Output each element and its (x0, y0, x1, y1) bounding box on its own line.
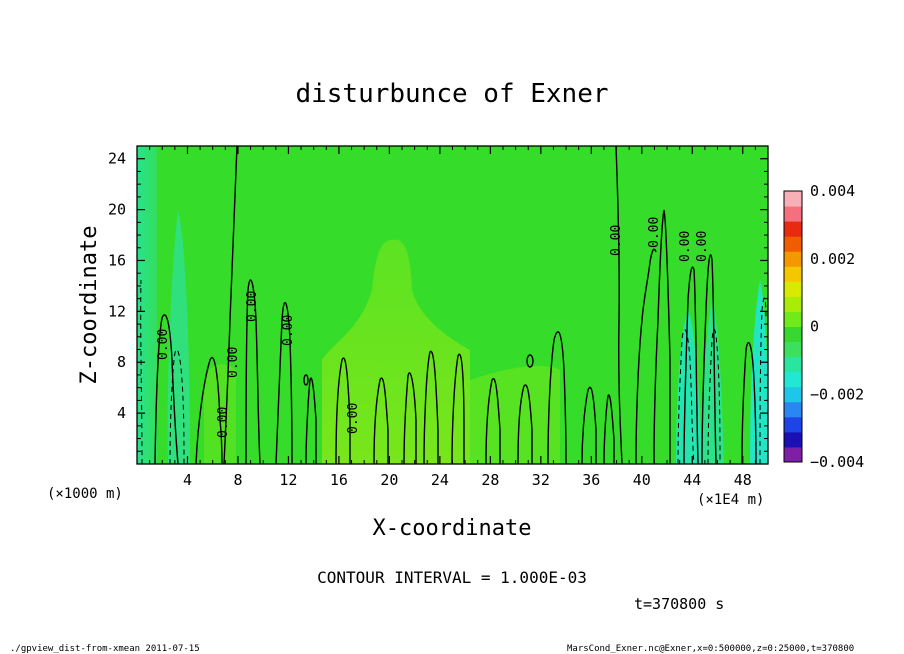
x-axis-label: X-coordinate (373, 516, 532, 541)
x-tick-label: 28 (481, 471, 499, 489)
x-tick-label: 20 (380, 471, 398, 489)
colorbar-tick-label: −0.002 (810, 385, 864, 403)
x-tick-label: 24 (431, 471, 449, 489)
colorbar-swatch (784, 431, 802, 448)
colorbar-swatch (784, 236, 802, 252)
contour-label: 0.00 (609, 225, 624, 256)
colorbar-swatch (784, 341, 802, 358)
contour-label: 0.00 (346, 403, 361, 434)
colorbar-tick-label: 0.004 (810, 182, 855, 200)
colorbar-swatch (784, 401, 802, 418)
x-axis-unit-right: (×1E4 m) (697, 492, 764, 508)
colorbar (784, 191, 802, 463)
colorbar-swatch (784, 311, 802, 327)
footer-left: ./gpview_dist-from-xmean 2011-07-15 (10, 644, 200, 654)
colorbar-swatch (784, 356, 802, 373)
colorbar-swatch (784, 371, 802, 388)
contour-label-group: 0.00 0.00 0.00 0.00 0.00 0.00 0.00 0.00 … (156, 217, 710, 438)
chart-title: disturbunce of Exner (295, 79, 608, 109)
warm-region-mid (470, 365, 560, 464)
x-tick-label: 4 (183, 471, 192, 489)
contour-label: 0.00 (678, 231, 693, 262)
warm-region-center (322, 239, 470, 464)
footer-right: MarsCond_Exner.nc@Exner,x=0:500000,z=0:2… (567, 644, 854, 654)
contour-label: 0.00 (281, 315, 296, 346)
y-tick-label: 8 (117, 353, 126, 371)
contour-label: 0.00 (156, 329, 171, 360)
cool-region-right2 (700, 300, 724, 464)
x-tick-label: 8 (233, 471, 242, 489)
colorbar-tick-label: 0.002 (810, 250, 855, 268)
y-axis: 4 8 12 16 20 24 (108, 150, 768, 452)
colorbar-swatch (784, 296, 802, 312)
x-axis: 4 8 12 16 20 24 28 32 36 40 44 48 (149, 146, 756, 489)
colorbar-swatch (784, 386, 802, 403)
cool-region-left (137, 146, 157, 464)
y-tick-label: 24 (108, 150, 126, 168)
colorbar-labels: 0.004 0.002 0 −0.002 −0.004 (810, 182, 864, 471)
y-tick-label: 4 (117, 404, 126, 422)
colorbar-swatch (784, 191, 802, 207)
contour-interval-text: CONTOUR INTERVAL = 1.000E-03 (317, 568, 587, 587)
contour-label: 0.00 (245, 291, 260, 322)
x-tick-label: 36 (582, 471, 600, 489)
colorbar-frame (783, 190, 803, 463)
cool-region-right3 (750, 280, 768, 464)
zero-contours (154, 146, 757, 464)
colorbar-swatch (784, 281, 802, 297)
contour-label: 0.00 (647, 217, 662, 248)
x-tick-label: 48 (734, 471, 752, 489)
contour-label: 0.00 (695, 231, 710, 262)
time-text: t=370800 s (634, 595, 724, 613)
colorbar-swatch (784, 326, 802, 343)
colorbar-swatch (784, 416, 802, 433)
x-tick-label: 16 (330, 471, 348, 489)
colorbar-tick-label: 0 (810, 318, 819, 336)
colorbar-swatch (784, 221, 802, 237)
colorbar-swatch (784, 446, 802, 463)
y-tick-label: 12 (108, 302, 126, 320)
x-tick-label: 32 (532, 471, 550, 489)
y-axis-label: Z-coordinate (77, 226, 102, 385)
y-tick-label: 20 (108, 201, 126, 219)
x-tick-label: 44 (683, 471, 701, 489)
contour-label: 0.00 (216, 407, 231, 438)
x-axis-unit-left: (×1000 m) (47, 486, 123, 502)
contour-label: 0.00 (226, 347, 241, 378)
colorbar-swatch (784, 266, 802, 282)
colorbar-swatch (784, 251, 802, 267)
x-tick-label: 12 (279, 471, 297, 489)
x-tick-label: 40 (633, 471, 651, 489)
y-tick-label: 16 (108, 251, 126, 269)
colorbar-swatch (784, 206, 802, 222)
cool-region-right (676, 310, 702, 464)
colorbar-tick-label: −0.004 (810, 453, 864, 471)
heatmap-field: 0.00 0.00 0.00 0.00 0.00 0.00 0.00 0.00 … (137, 146, 768, 464)
